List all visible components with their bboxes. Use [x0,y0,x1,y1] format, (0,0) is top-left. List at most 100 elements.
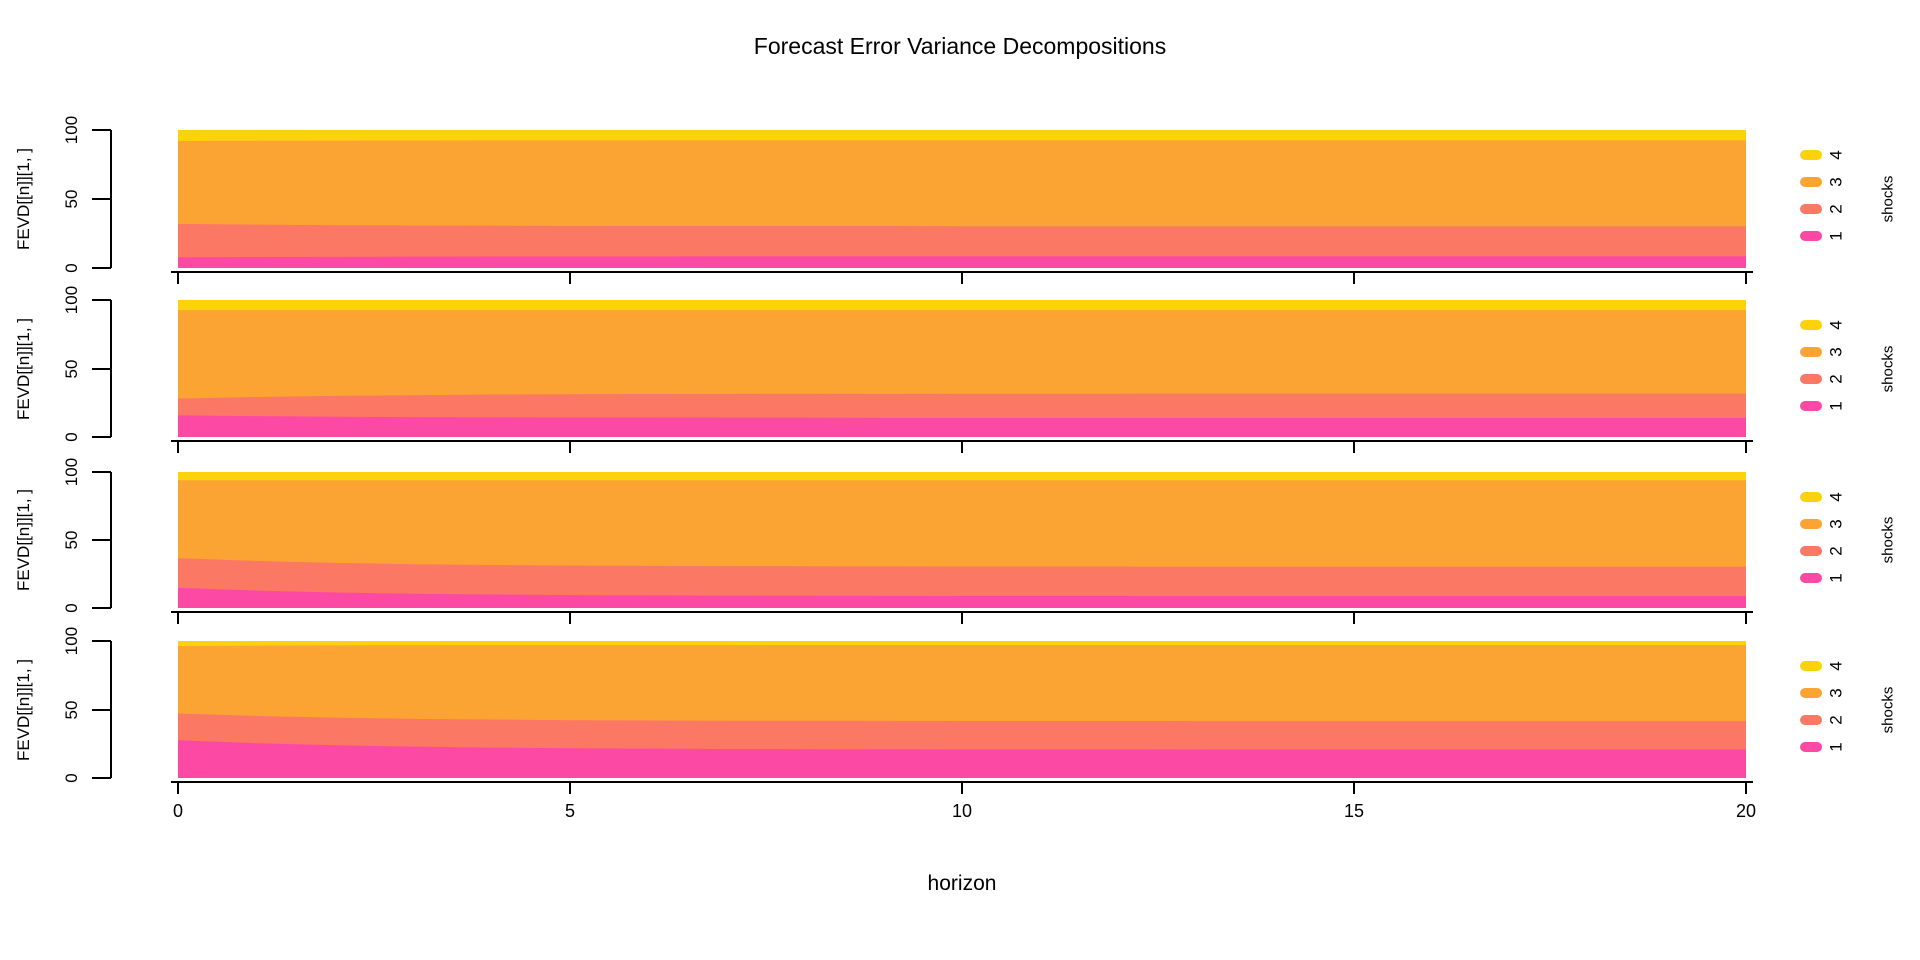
legend-title: shocks [1879,686,1897,733]
legend-swatch-shock-1 [1800,742,1822,752]
x-axis-line [171,440,1753,442]
legend-title: shocks [1879,175,1897,223]
y-tick [92,539,111,541]
x-tick [177,273,179,284]
area-shock-1 [178,256,1746,268]
y-axis-label: FEVD[[n]][1, ] [14,317,33,420]
area-shock-1 [178,740,1746,778]
y-axis-label: FEVD[[n]][1, ] [14,147,33,251]
x-tick-label-5: 5 [564,801,576,821]
x-axis-line [171,271,1753,273]
legend-entry: 2 [1800,545,1846,557]
legend-label: 3 [1826,519,1846,529]
fevd-panel-3: FEVD[[n]][1, ] 100 50 0 4 3 2 1 shocks [0,458,1920,624]
legend-label: 3 [1826,688,1846,698]
legend-swatch-shock-4 [1800,661,1822,671]
x-tick [569,613,571,624]
legend-swatch-shock-2 [1800,715,1822,725]
legend-label: 2 [1826,546,1846,556]
y-tick-label-100: 100 [62,115,81,145]
x-tick [1745,442,1747,453]
legend-entry: 4 [1800,491,1846,503]
x-axis-label: horizon [927,872,997,895]
legend-entry: 2 [1800,373,1846,385]
legend-entry: 4 [1800,660,1846,672]
y-tick-label-100: 100 [62,626,81,656]
legend-entry: 3 [1800,176,1846,188]
y-tick-label-50: 50 [62,359,81,378]
x-tick-label-10: 10 [951,801,973,821]
x-tick [569,442,571,453]
y-axis-line [110,300,112,437]
y-axis-line [110,472,112,608]
legend-entry: 3 [1800,346,1846,358]
x-tick [569,273,571,284]
x-tick [1745,273,1747,284]
x-tick [1353,442,1355,453]
legend-label: 4 [1826,492,1846,502]
y-tick-label-50: 50 [62,700,81,719]
legend-entry: 1 [1800,572,1846,584]
legend-title: shocks [1879,345,1897,392]
legend-label: 4 [1826,150,1846,160]
x-tick [177,783,179,794]
x-tick [961,613,963,624]
x-tick [1353,273,1355,284]
stacked-area-plot [178,130,1746,268]
x-tick [177,442,179,453]
y-tick-label-0: 0 [62,773,81,783]
legend-label: 3 [1826,347,1846,357]
y-tick-label-100: 100 [62,457,81,487]
legend-label: 2 [1826,204,1846,214]
y-tick [92,640,111,642]
y-axis-line [110,641,112,778]
x-tick-label-15: 15 [1343,801,1365,821]
y-axis-label: FEVD[[n]][1, ] [14,488,33,592]
x-tick [1745,783,1747,794]
legend-swatch-shock-1 [1800,401,1822,411]
legend-label: 4 [1826,320,1846,330]
legend-label: 1 [1826,401,1846,411]
legend-swatch-shock-4 [1800,150,1822,160]
legend-swatch-shock-2 [1800,374,1822,384]
fevd-panel-1: FEVD[[n]][1, ] 100 50 0 4 3 2 1 shocks [0,116,1920,284]
legend-label: 1 [1826,742,1846,752]
legend-entry: 2 [1800,714,1846,726]
x-axis-line [171,781,1753,783]
fevd-panel-4: FEVD[[n]][1, ] 100 50 0 4 3 2 1 shocks [0,627,1920,794]
x-tick [1353,783,1355,794]
y-tick-label-0: 0 [62,603,81,613]
y-tick [92,777,111,779]
legend-swatch-shock-4 [1800,320,1822,330]
legend-entry: 1 [1800,400,1846,412]
x-tick [1745,613,1747,624]
y-tick-label-0: 0 [62,263,81,273]
y-tick [92,267,111,269]
legend-swatch-shock-3 [1800,177,1822,187]
y-axis-label: FEVD[[n]][1, ] [14,658,33,761]
y-tick [92,436,111,438]
y-tick-label-100: 100 [62,285,81,315]
x-tick [961,442,963,453]
chart-title: Forecast Error Variance Decompositions [753,33,1167,59]
y-tick [92,198,111,200]
y-tick [92,367,111,370]
y-tick [92,708,111,711]
x-tick-label-20: 20 [1735,801,1757,821]
y-tick-label-50: 50 [62,530,81,550]
area-shock-1 [178,415,1746,437]
legend-entry: 4 [1800,319,1846,331]
x-axis-line [171,611,1753,613]
legend-label: 1 [1826,231,1846,241]
x-tick-label-0: 0 [172,801,184,821]
x-tick [569,783,571,794]
legend-entry: 3 [1800,687,1846,699]
fevd-panel-2: FEVD[[n]][1, ] 100 50 0 4 3 2 1 shocks [0,286,1920,453]
x-tick [1353,613,1355,624]
legend-label: 3 [1826,177,1846,187]
legend-entry: 4 [1800,149,1846,161]
legend-entry: 1 [1800,741,1846,753]
legend-swatch-shock-3 [1800,519,1822,529]
legend-entry: 2 [1800,203,1846,215]
